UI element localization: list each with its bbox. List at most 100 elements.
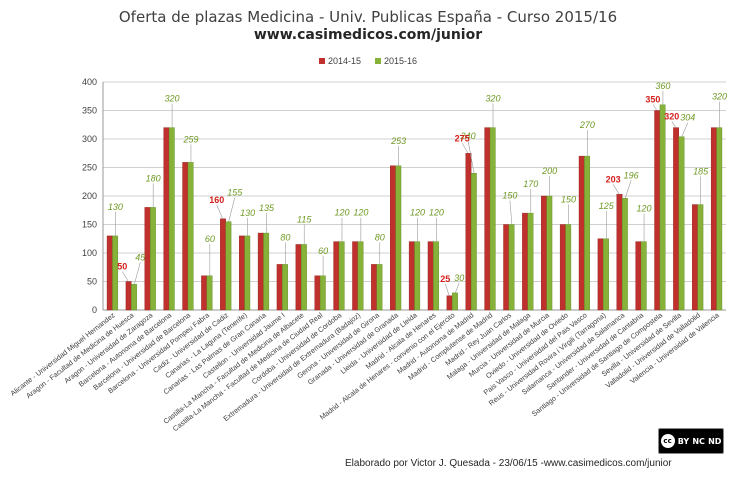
chart-title: Oferta de plazas Medicina - Univ. Public… bbox=[118, 8, 618, 26]
bar-2014-15-29 bbox=[654, 110, 661, 311]
bar-2015-16-2 bbox=[149, 207, 156, 311]
leader-line bbox=[228, 197, 236, 222]
data-label-2015-16: 120 bbox=[353, 208, 368, 218]
leader-line bbox=[216, 204, 223, 219]
legend-swatch-2015-16 bbox=[375, 58, 381, 64]
bar-2015-16-4 bbox=[187, 162, 194, 311]
leader-line bbox=[444, 283, 450, 296]
leader-line bbox=[461, 143, 469, 154]
bar-2014-15-10 bbox=[295, 244, 302, 311]
bar-2014-15-7 bbox=[238, 235, 245, 311]
data-label-2015-16: 180 bbox=[146, 173, 161, 183]
bar-2014-15-28 bbox=[635, 241, 642, 311]
bar-2015-16-13 bbox=[357, 241, 364, 311]
data-label-2015-16: 115 bbox=[297, 214, 312, 224]
nd-icon: ND bbox=[708, 436, 722, 446]
bar-2015-16-23 bbox=[546, 195, 553, 311]
bar-2014-15-26 bbox=[597, 238, 604, 311]
bar-2014-15-21 bbox=[503, 224, 510, 311]
data-label-2015-16: 170 bbox=[523, 179, 538, 189]
bar-2014-15-23 bbox=[541, 195, 547, 311]
nc-icon: NC bbox=[692, 436, 705, 446]
bar-2015-16-32 bbox=[716, 127, 723, 311]
bar-2015-16-29 bbox=[659, 104, 666, 311]
bar-2014-15-2 bbox=[144, 207, 151, 311]
bar-2014-15-20 bbox=[484, 127, 491, 311]
y-tick-label: 200 bbox=[82, 191, 97, 201]
bar-2015-16-16 bbox=[414, 241, 421, 311]
bar-2014-15-17 bbox=[427, 241, 434, 311]
data-label-2015-16: 125 bbox=[599, 201, 615, 211]
leader-line bbox=[122, 271, 129, 282]
bar-2015-16-30 bbox=[678, 136, 685, 311]
data-label-2014-15: 25 bbox=[440, 274, 450, 284]
data-label-2014-15: 160 bbox=[209, 195, 224, 205]
bar-2014-15-3 bbox=[163, 127, 170, 311]
data-label-2015-16: 30 bbox=[454, 273, 464, 283]
bar-2015-16-10 bbox=[301, 244, 307, 311]
leader-line bbox=[612, 184, 620, 195]
data-label-2015-16: 120 bbox=[334, 208, 349, 218]
legend-label-2014-15: 2014-15 bbox=[327, 56, 361, 66]
bar-2014-15-1 bbox=[125, 281, 132, 311]
data-label-2014-15: 320 bbox=[664, 112, 679, 122]
bar-2015-16-1 bbox=[131, 284, 137, 311]
bar-2014-15-24 bbox=[559, 224, 566, 311]
data-label-2015-16: 120 bbox=[410, 208, 425, 218]
legend-item-2015-16: 2015-16 bbox=[375, 56, 417, 66]
data-label-2015-16: 253 bbox=[390, 136, 406, 146]
data-label-2015-16: 320 bbox=[485, 94, 500, 104]
bar-2014-15-9 bbox=[276, 264, 283, 311]
legend-label-2015-16: 2015-16 bbox=[384, 56, 418, 66]
bar-2015-16-9 bbox=[282, 264, 288, 311]
data-label-2015-16: 155 bbox=[227, 188, 243, 198]
bar-2014-15-19 bbox=[465, 153, 472, 311]
data-label-2015-16: 200 bbox=[541, 166, 557, 176]
data-label-2015-16: 130 bbox=[108, 202, 123, 212]
bar-2014-15-27 bbox=[616, 194, 623, 311]
legend: 2014-15 2015-16 bbox=[0, 56, 736, 66]
bar-2015-16-17 bbox=[433, 241, 439, 311]
license-badge: cc BY NC ND bbox=[658, 428, 724, 454]
bar-2015-16-19 bbox=[470, 172, 477, 311]
data-label-2015-16: 360 bbox=[655, 81, 670, 91]
leader-line bbox=[652, 104, 658, 111]
y-tick-label: 300 bbox=[82, 134, 97, 144]
bar-2015-16-7 bbox=[244, 235, 251, 311]
bar-2015-16-25 bbox=[584, 155, 591, 311]
leader-line bbox=[671, 121, 677, 128]
leader-line bbox=[509, 200, 513, 225]
bar-2014-15-15 bbox=[390, 165, 396, 311]
bar-2015-16-3 bbox=[168, 127, 175, 311]
bar-2015-16-27 bbox=[621, 198, 628, 311]
bar-2015-16-22 bbox=[527, 212, 534, 311]
data-label-2015-16: 60 bbox=[318, 246, 328, 256]
bar-2015-16-6 bbox=[225, 221, 232, 311]
bar-2015-16-14 bbox=[376, 264, 383, 311]
chart-subtitle: www.casimedicos.com/junior bbox=[253, 27, 483, 43]
bar-2015-16-11 bbox=[319, 275, 326, 311]
leader-line bbox=[624, 180, 632, 199]
data-label-2015-16: 240 bbox=[460, 131, 476, 141]
y-tick-label: 100 bbox=[82, 248, 97, 258]
leader-line bbox=[454, 282, 460, 294]
bar-2015-16-31 bbox=[697, 204, 704, 311]
data-label-2015-16: 120 bbox=[429, 208, 444, 218]
data-label-2015-16: 320 bbox=[165, 94, 180, 104]
data-label-2015-16: 130 bbox=[240, 208, 255, 218]
bar-2014-15-4 bbox=[182, 162, 189, 311]
bar-2014-15-32 bbox=[710, 127, 717, 311]
bar-2014-15-12 bbox=[333, 241, 340, 311]
data-label-2015-16: 320 bbox=[712, 92, 727, 102]
y-tick-label: 0 bbox=[92, 305, 97, 315]
data-label-2015-16: 259 bbox=[182, 134, 198, 144]
bar-2014-15-31 bbox=[692, 204, 698, 311]
legend-swatch-2014-15 bbox=[318, 58, 325, 64]
bar-2015-16-21 bbox=[508, 224, 515, 311]
data-label-2014-15: 203 bbox=[606, 174, 621, 184]
bar-2015-16-12 bbox=[338, 241, 345, 311]
bar-2014-15-0 bbox=[106, 235, 113, 311]
data-label-2014-15: 350 bbox=[645, 95, 660, 105]
data-label-2015-16: 150 bbox=[561, 195, 576, 205]
